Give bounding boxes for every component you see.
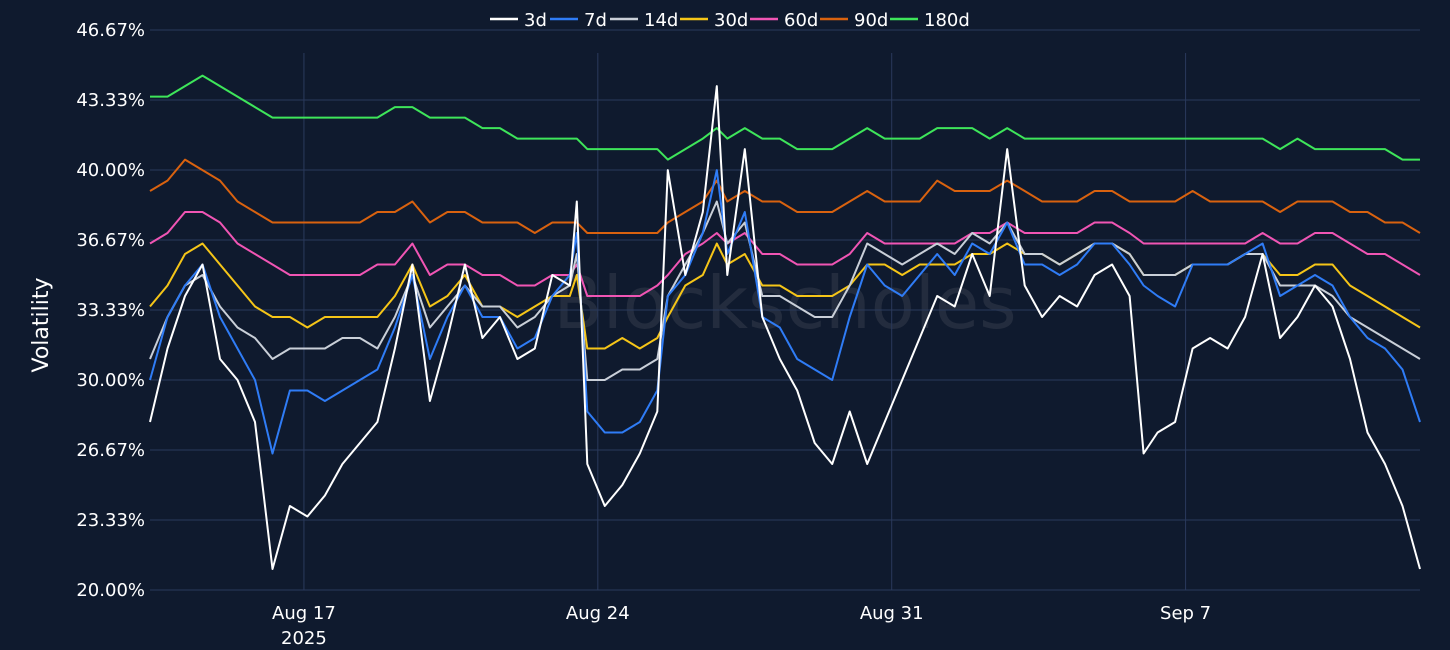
- series-lines: [149, 74, 1421, 570]
- legend-label: 3d: [524, 10, 547, 31]
- y-tick-label: 33.33%: [76, 300, 145, 321]
- y-tick-label: 36.67%: [76, 230, 145, 251]
- legend-item-14d: 14d: [610, 10, 678, 31]
- y-tick-label: 26.67%: [76, 440, 145, 461]
- legend: 3d 7d 14d 30d 60d 90d 180d: [490, 10, 970, 31]
- legend-item-3d: 3d: [490, 10, 547, 31]
- x-tick-year-label: 2025: [281, 628, 327, 649]
- y-tick-label: 40.00%: [76, 160, 145, 181]
- x-tick-label: Aug 24: [566, 603, 630, 624]
- series-line-3d: [149, 85, 1421, 570]
- series-line-90d: [149, 158, 1421, 234]
- legend-item-30d: 30d: [680, 10, 748, 31]
- legend-label: 7d: [584, 10, 607, 31]
- legend-item-180d: 180d: [890, 10, 970, 31]
- legend-label: 60d: [784, 10, 818, 31]
- x-tick-label: Sep 7: [1160, 603, 1211, 624]
- y-tick-label: 23.33%: [76, 510, 145, 531]
- legend-item-7d: 7d: [550, 10, 607, 31]
- x-tick-label: Aug 17: [272, 603, 336, 624]
- legend-label: 14d: [644, 10, 678, 31]
- series-line-7d: [149, 169, 1421, 455]
- series-line-60d: [149, 211, 1421, 297]
- legend-item-90d: 90d: [820, 10, 888, 31]
- legend-item-60d: 60d: [750, 10, 818, 31]
- grid: [150, 29, 1420, 591]
- x-axis: Aug 17 2025 Aug 24 Aug 31 Sep 7: [272, 603, 1211, 649]
- legend-label: 90d: [854, 10, 888, 31]
- y-tick-label: 20.00%: [76, 580, 145, 601]
- watermark: Blockscholes: [553, 261, 1016, 345]
- legend-label: 30d: [714, 10, 748, 31]
- y-axis-title: Volatility: [29, 277, 54, 372]
- y-tick-label: 43.33%: [76, 90, 145, 111]
- series-line-180d: [150, 74, 1420, 161]
- y-tick-label: 30.00%: [76, 370, 145, 391]
- legend-label: 180d: [924, 10, 970, 31]
- y-tick-label: 46.67%: [76, 20, 145, 41]
- y-axis: 20.00% 23.33% 26.67% 30.00% 33.33% 36.67% 40.0…: [76, 20, 145, 601]
- x-tick-label: Aug 31: [860, 603, 924, 624]
